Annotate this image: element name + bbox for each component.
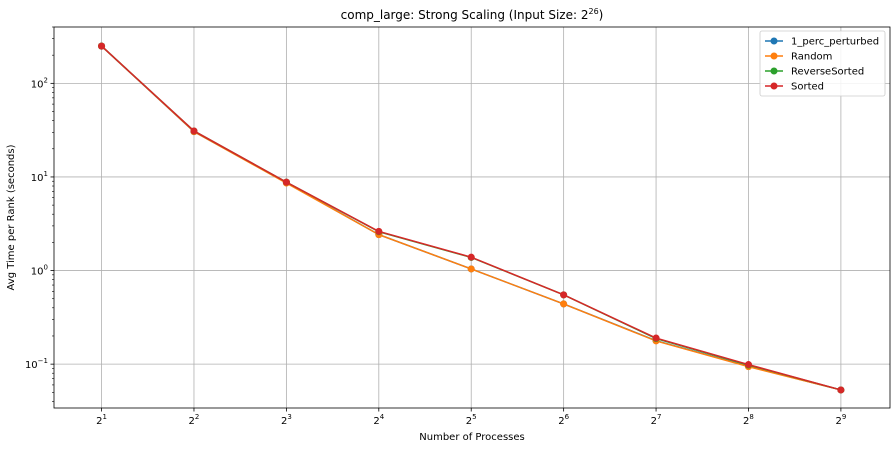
legend-label: Sorted <box>791 82 824 93</box>
x-tick-label: 24 <box>373 413 384 427</box>
legend-label: 1_perc_perturbed <box>791 37 879 48</box>
series-Sorted <box>98 42 845 394</box>
data-point <box>467 253 475 261</box>
x-tick-label: 29 <box>835 413 846 427</box>
data-point <box>744 361 752 369</box>
chart-title-exponent: 26 <box>588 7 598 16</box>
chart-title: comp_large: Strong Scaling (Input Size: … <box>341 7 604 22</box>
legend-item: 1_perc_perturbed <box>765 37 879 48</box>
x-tick-label: 22 <box>189 413 200 427</box>
legend-label: ReverseSorted <box>791 67 864 78</box>
data-point <box>467 265 475 273</box>
x-axis-label: Number of Processes <box>419 432 524 443</box>
data-point <box>98 42 106 50</box>
y-axis-label: Avg Time per Rank (seconds) <box>6 144 17 290</box>
chart-title-text: comp_large: Strong Scaling (Input Size: … <box>341 8 589 22</box>
x-axis: 21 22 23 24 25 26 27 28 29 <box>96 408 846 427</box>
data-point <box>652 334 660 342</box>
y-tick-label: 10−1 <box>25 357 48 371</box>
data-point <box>190 127 198 135</box>
legend-marker <box>770 82 778 90</box>
series-layer <box>98 42 845 394</box>
legend-label: Random <box>791 52 832 63</box>
data-point <box>560 291 568 299</box>
y-tick-label: 101 <box>31 170 48 184</box>
chart-title-suffix: ) <box>599 8 604 22</box>
x-tick-label: 23 <box>281 413 292 427</box>
x-tick-label: 28 <box>743 413 754 427</box>
legend: 1_perc_perturbed Random ReverseSorted Sorte… <box>759 30 886 97</box>
plot-frame <box>53 26 891 409</box>
y-tick-label: 102 <box>31 76 48 90</box>
legend-frame <box>759 30 886 97</box>
x-tick-label: 27 <box>651 413 662 427</box>
legend-marker <box>770 52 778 60</box>
y-axis: 10−1 100 101 102 <box>25 26 54 402</box>
data-point <box>375 227 383 235</box>
legend-marker <box>770 67 778 75</box>
legend-item: Random <box>765 52 832 63</box>
legend-marker <box>770 37 778 45</box>
data-point <box>560 300 568 308</box>
data-point <box>282 178 290 186</box>
legend-item: ReverseSorted <box>765 67 864 78</box>
x-tick-label: 26 <box>558 413 569 427</box>
data-point <box>837 386 845 394</box>
y-tick-label: 100 <box>31 264 48 278</box>
x-tick-label: 21 <box>96 413 107 427</box>
x-tick-label: 25 <box>466 413 477 427</box>
legend-item: Sorted <box>765 82 824 93</box>
